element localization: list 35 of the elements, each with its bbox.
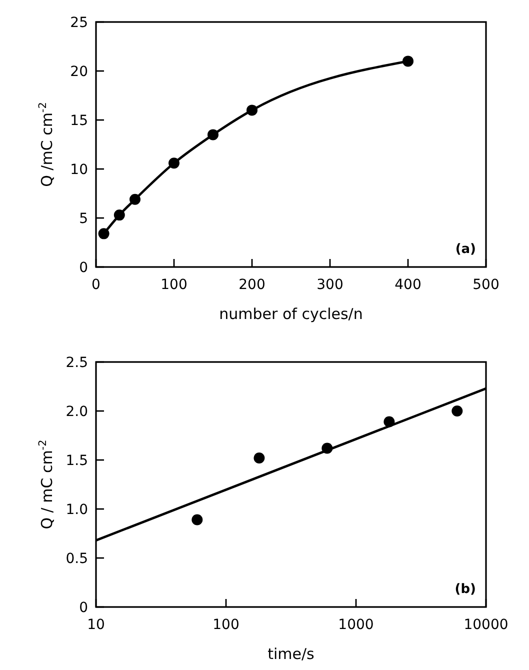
y-tick-label: 20: [70, 64, 88, 80]
x-tick-label: 300: [316, 277, 344, 293]
annotation: (b): [454, 582, 476, 597]
x-tick-label: 100: [160, 277, 188, 293]
x-tick-label: 1000: [338, 617, 374, 633]
x-axis-title: time/s: [268, 645, 315, 663]
y-tick-label: 15: [70, 113, 88, 129]
y-tick-label: 0: [79, 260, 88, 276]
x-tick-label: 0: [92, 277, 100, 293]
y-tick-label: 1.5: [66, 453, 88, 469]
y-tick-label: 2.0: [66, 404, 88, 420]
y-tick-label: 0.5: [66, 551, 88, 567]
x-tick-label: 10000: [464, 617, 508, 633]
point: [246, 104, 258, 116]
y-tick-label: 1.0: [66, 502, 88, 518]
x-tick-label: 500: [472, 277, 500, 293]
y-tick-label: 25: [70, 15, 88, 31]
y-tick-label: 10: [70, 162, 88, 178]
point: [322, 442, 333, 454]
point: [130, 194, 140, 205]
point: [402, 56, 414, 67]
annotation: (a): [455, 242, 476, 257]
x-axis-title: number of cycles/n: [219, 305, 363, 323]
y-tick-label: 5: [79, 211, 88, 227]
x-tick-label: 400: [394, 277, 422, 293]
point: [208, 129, 218, 140]
point: [98, 228, 110, 240]
x-tick-label: 200: [238, 277, 266, 293]
point: [168, 158, 180, 169]
point: [192, 514, 203, 526]
y-tick-label: 0: [79, 600, 88, 616]
y-tick-label: 2.5: [66, 355, 88, 371]
point: [114, 210, 125, 221]
point: [452, 406, 463, 416]
x-tick-label: 100: [212, 617, 240, 633]
